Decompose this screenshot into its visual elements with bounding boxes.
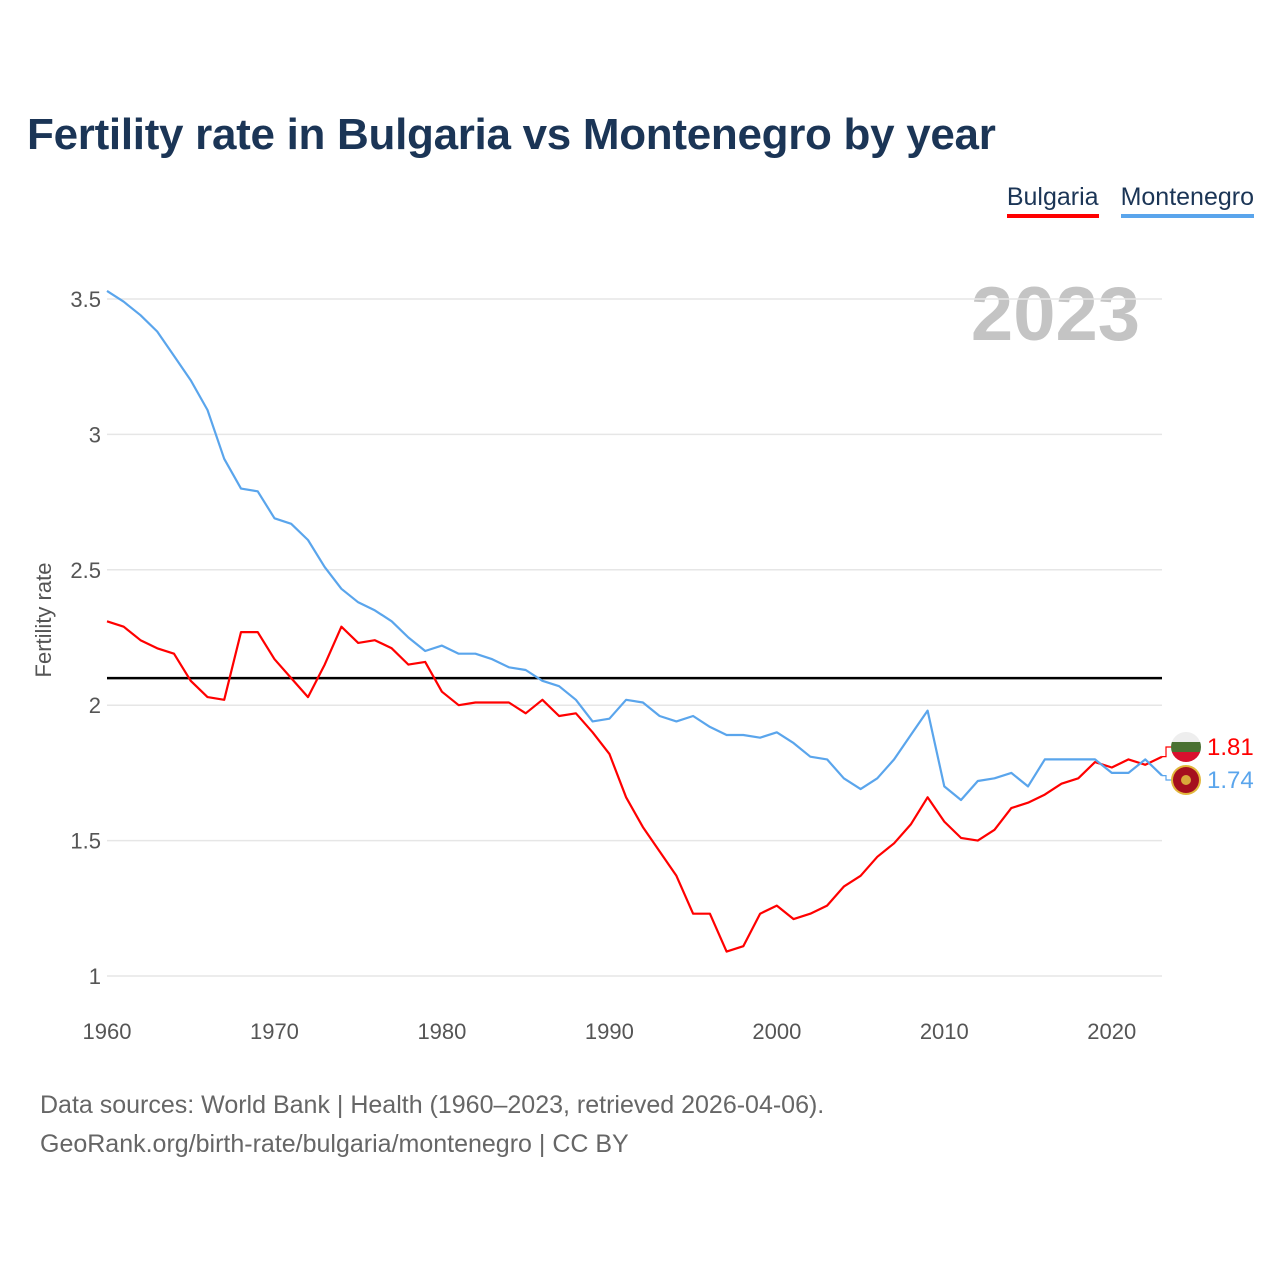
x-tick-label: 2010 xyxy=(920,1019,969,1044)
x-tick-label: 1990 xyxy=(585,1019,634,1044)
flag-emblem xyxy=(1181,775,1191,785)
y-tick-label: 3.5 xyxy=(70,287,101,312)
source-link[interactable]: GeoRank.org/birth-rate/bulgaria/monteneg… xyxy=(40,1130,629,1158)
chart-title: Fertility rate in Bulgaria vs Montenegro… xyxy=(27,110,996,159)
x-tick-label: 2000 xyxy=(752,1019,801,1044)
series-line-bulgaria xyxy=(106,620,1163,953)
flag-stripe xyxy=(1171,752,1201,762)
footer: Data sources: World Bank | Health (1960–… xyxy=(40,1086,824,1164)
legend: Bulgaria Montenegro xyxy=(1006,183,1254,218)
y-axis-label: Fertility rate xyxy=(31,563,56,678)
y-tick-label: 2 xyxy=(89,693,101,718)
x-tick-label: 1980 xyxy=(417,1019,466,1044)
end-label-connector xyxy=(1162,775,1172,781)
y-tick-label: 1.5 xyxy=(70,829,101,854)
y-tick-label: 2.5 xyxy=(70,558,101,583)
x-tick-label: 1970 xyxy=(250,1019,299,1044)
end-label-connector xyxy=(1162,746,1172,758)
x-tick-label: 2020 xyxy=(1087,1019,1136,1044)
montenegro-flag-icon xyxy=(1171,765,1201,795)
series-line-montenegro xyxy=(106,289,1163,802)
data-source-text: Data sources: World Bank | Health (1960–… xyxy=(40,1091,825,1119)
flag-stripe xyxy=(1171,742,1201,752)
end-value-label: 1.81 xyxy=(1207,734,1254,761)
y-tick-label: 3 xyxy=(89,422,101,447)
end-value-label: 1.74 xyxy=(1207,767,1254,794)
x-tick-label: 1960 xyxy=(83,1019,132,1044)
legend-montenegro[interactable]: Montenegro xyxy=(1120,183,1254,218)
year-watermark: 2023 xyxy=(971,272,1140,357)
flag-stripe xyxy=(1171,732,1201,742)
y-tick-label: 1 xyxy=(89,964,101,989)
legend-bulgaria[interactable]: Bulgaria xyxy=(1006,183,1099,218)
bulgaria-flag-icon xyxy=(1171,732,1201,762)
